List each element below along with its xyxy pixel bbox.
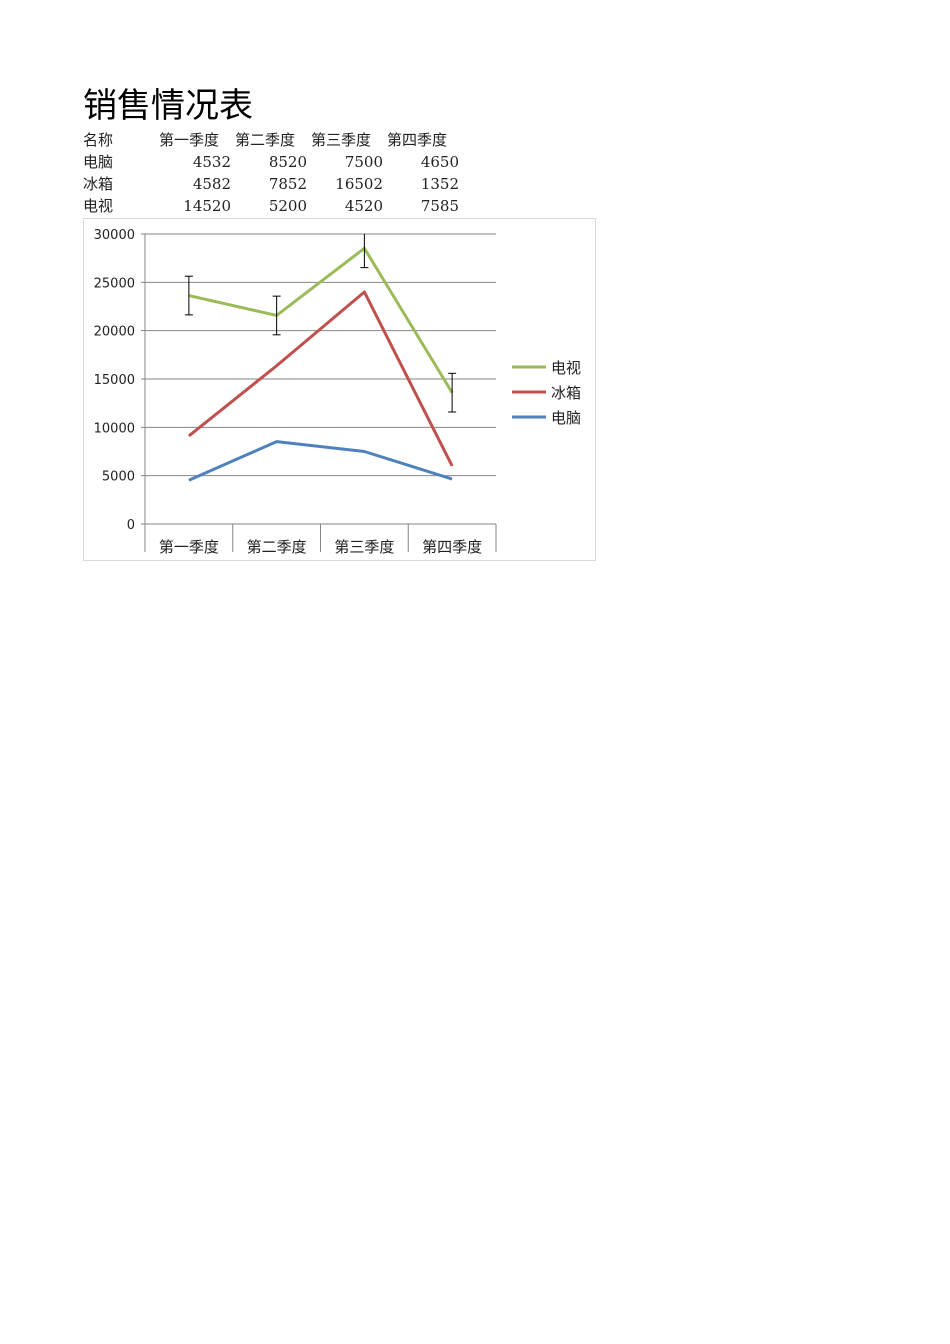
- cell: 5200: [268, 197, 307, 215]
- header-cell: 第二季度: [235, 131, 296, 149]
- cell: 8520: [268, 153, 307, 171]
- y-tick-label: 5000: [102, 470, 135, 485]
- cell: 14520: [183, 197, 231, 215]
- x-tick-label: 第三季度: [334, 538, 394, 556]
- row-label: 电视: [83, 197, 114, 215]
- header-cell: 第四季度: [387, 131, 448, 149]
- header-cell: 第一季度: [159, 131, 220, 149]
- x-tick-label: 第四季度: [422, 538, 482, 556]
- cell: 4582: [192, 175, 231, 193]
- legend-label: 冰箱: [551, 384, 581, 402]
- sales-table: 名称 第一季度 第二季度 第三季度 第四季度 电脑 4532 8520 7500…: [83, 129, 483, 217]
- cell: 4650: [420, 153, 459, 171]
- table-row: 电脑 4532 8520 7500 4650: [83, 151, 483, 173]
- series-line-电脑: [188, 440, 453, 482]
- table-header-row: 名称 第一季度 第二季度 第三季度 第四季度: [83, 129, 483, 151]
- sales-chart: 0 5000 10000 15000 20000 25000 30000 第一季度 第二季度 第三…: [83, 218, 596, 561]
- table-row: 电视 14520 5200 4520 7585: [83, 195, 483, 217]
- cell: 4520: [344, 197, 383, 215]
- legend-label: 电脑: [551, 409, 581, 427]
- y-tick-label: 15000: [94, 373, 135, 388]
- series-line-冰箱: [187, 290, 454, 467]
- cell: 16502: [335, 175, 383, 193]
- cell: 1352: [420, 175, 459, 193]
- series-line-电视: [188, 246, 454, 394]
- row-label: 冰箱: [83, 175, 114, 193]
- cell: 7500: [344, 153, 383, 171]
- cell: 4532: [192, 153, 231, 171]
- y-tick-label: 10000: [94, 421, 135, 436]
- cell: 7852: [268, 175, 307, 193]
- y-tick-label: 20000: [94, 325, 135, 340]
- row-label: 电脑: [83, 153, 114, 171]
- y-tick-label: 30000: [94, 228, 135, 243]
- legend-label: 电视: [551, 359, 581, 377]
- page-title: 销售情况表: [83, 86, 253, 126]
- y-tick-label: 0: [127, 518, 135, 533]
- header-cell: 第三季度: [311, 131, 372, 149]
- chart-svg: 0 5000 10000 15000 20000 25000 30000 第一季度 第二季度 第三…: [94, 228, 581, 556]
- table-row: 冰箱 4582 7852 16502 1352: [83, 173, 483, 195]
- x-tick-label: 第二季度: [247, 538, 307, 556]
- cell: 7585: [420, 197, 459, 215]
- y-tick-label: 25000: [94, 276, 135, 291]
- x-tick-label: 第一季度: [159, 538, 219, 556]
- header-cell: 名称: [83, 131, 114, 149]
